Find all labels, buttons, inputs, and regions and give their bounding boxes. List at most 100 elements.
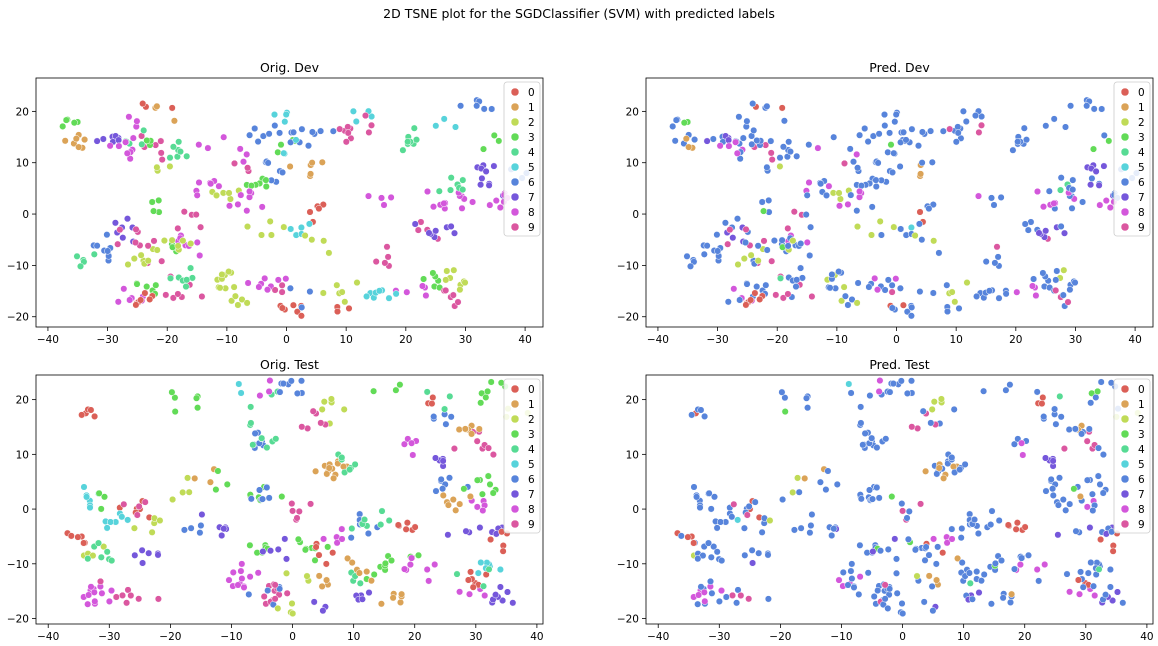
scatter-point <box>807 223 815 231</box>
scatter-point <box>176 148 184 156</box>
scatter-point <box>1042 122 1050 130</box>
scatter-point <box>700 588 708 596</box>
scatter-point <box>922 543 930 551</box>
scatter-point <box>1006 598 1015 606</box>
scatter-point <box>857 419 865 427</box>
scatter-point <box>352 117 360 126</box>
y-tick-label: −10 <box>617 559 639 571</box>
scatter-point <box>948 288 956 296</box>
scatter-point <box>303 572 311 580</box>
scatter-point <box>1084 569 1092 577</box>
scatter-point <box>276 585 284 593</box>
scatter-point <box>249 441 257 449</box>
x-tick-label: 0 <box>289 631 296 643</box>
scatter-point <box>485 565 493 573</box>
scatter-point <box>1096 201 1104 209</box>
scatter-point <box>835 576 843 584</box>
scatter-point <box>918 236 926 244</box>
scatter-point <box>684 533 692 541</box>
scatter-point <box>309 407 317 415</box>
scatter-point <box>198 510 206 519</box>
scatter-point <box>1109 596 1117 605</box>
scatter-point <box>937 395 945 403</box>
scatter-point <box>278 288 286 296</box>
scatter-point <box>915 220 923 228</box>
scatter-point <box>710 493 719 501</box>
scatter-point <box>861 124 869 133</box>
scatter-point <box>748 546 756 554</box>
scatter-point <box>863 549 871 557</box>
scatter-point <box>467 568 475 576</box>
scatter-point <box>308 159 316 167</box>
legend-label: 1 <box>528 399 535 411</box>
scatter-point <box>828 270 836 279</box>
scatter-point <box>270 111 279 119</box>
scatter-point <box>1049 485 1057 493</box>
scatter-point <box>86 504 94 512</box>
x-tick-label: −40 <box>37 631 59 643</box>
scatter-point <box>289 609 297 618</box>
scatter-point <box>133 280 141 288</box>
scatter-point <box>696 504 704 512</box>
scatter-point <box>175 138 183 146</box>
scatter-point <box>220 133 228 141</box>
y-tick-label: 20 <box>16 395 29 407</box>
scatter-point <box>150 237 158 245</box>
scatter-point <box>432 122 440 130</box>
scatter-point <box>772 291 780 299</box>
scatter-point <box>916 208 924 216</box>
scatter-point <box>289 507 297 515</box>
scatter-point <box>398 590 406 598</box>
scatter-point <box>917 170 925 178</box>
scatter-point <box>671 137 679 145</box>
scatter-point <box>1008 590 1016 598</box>
scatter-point <box>174 242 182 250</box>
scatter-point <box>1051 405 1059 413</box>
scatter-point <box>768 156 776 164</box>
scatter-point <box>114 240 122 248</box>
scatter-point <box>139 559 147 567</box>
scatter-point <box>889 380 897 388</box>
scatter-point <box>287 377 295 385</box>
scatter-point <box>115 136 123 144</box>
y-tick-label: 10 <box>626 158 639 170</box>
scatter-point <box>876 377 884 385</box>
scatter-point <box>767 137 775 145</box>
scatter-point <box>333 307 342 316</box>
scatter-point <box>869 547 877 556</box>
scatter-point <box>780 117 788 125</box>
scatter-point <box>103 231 111 239</box>
legend-label: 4 <box>1138 147 1145 159</box>
scatter-point <box>108 557 116 565</box>
scatter-point <box>1024 551 1033 559</box>
scatter-point <box>150 207 158 215</box>
scatter-point <box>1061 123 1070 131</box>
scatter-point <box>254 569 262 577</box>
scatter-point <box>454 298 462 306</box>
scatter-points <box>59 96 531 320</box>
scatter-point <box>741 238 750 247</box>
scatter-point <box>886 585 894 593</box>
x-tick-label: −30 <box>96 334 118 346</box>
scatter-point <box>1035 229 1043 237</box>
scatter-point <box>112 593 120 601</box>
plot-title: Pred. Test <box>869 357 929 372</box>
scatter-point <box>298 125 306 133</box>
scatter-point <box>871 274 879 282</box>
scatter-point <box>240 583 248 591</box>
scatter-point <box>234 301 242 309</box>
legend-label: 9 <box>528 222 535 234</box>
scatter-point <box>797 240 805 248</box>
scatter-point <box>212 191 221 199</box>
legend-label: 2 <box>528 414 535 426</box>
scatter-point <box>876 217 884 225</box>
scatter-point <box>166 274 175 282</box>
scatter-point <box>1069 176 1077 184</box>
scatter-point <box>325 464 333 472</box>
scatter-point <box>921 556 929 564</box>
scatter-point <box>158 156 166 164</box>
scatter-point <box>853 207 861 215</box>
scatter-point <box>288 500 296 508</box>
scatter-point <box>1089 506 1097 515</box>
scatter-point <box>499 596 507 605</box>
